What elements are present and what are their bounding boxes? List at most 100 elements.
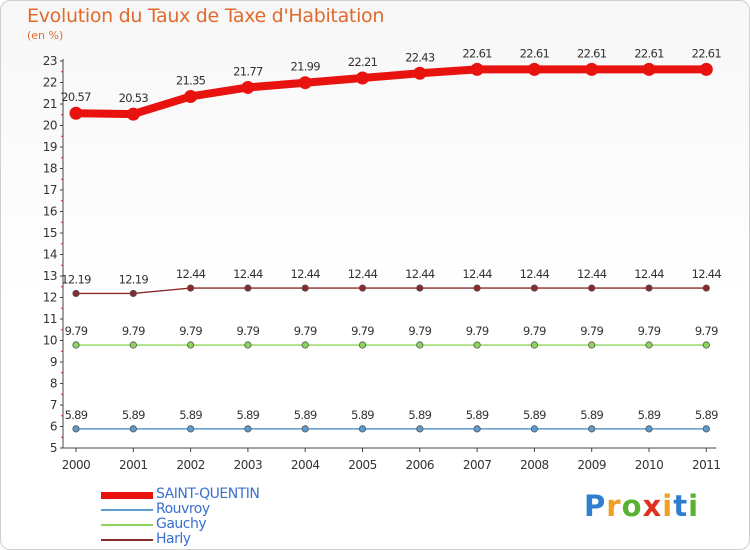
logo-letter: i [688, 489, 700, 523]
data-point [301, 341, 309, 349]
chart-legend: SAINT-QUENTIN Rouvroy Gauchy Harly [101, 486, 301, 547]
data-point [416, 341, 424, 349]
data-point [585, 62, 599, 76]
data-label: 9.79 [122, 324, 145, 338]
logo-letter: i [662, 489, 674, 523]
data-point [702, 425, 710, 433]
data-label: 12.44 [348, 267, 378, 281]
data-label: 20.53 [119, 91, 149, 105]
data-point [187, 284, 195, 292]
legend-item: Gauchy [101, 516, 301, 532]
data-label: 12.44 [290, 267, 320, 281]
data-label: 12.44 [176, 267, 206, 281]
series-line [76, 287, 707, 295]
y-tick-label: 14 [43, 248, 57, 262]
data-point [473, 284, 481, 292]
data-point [527, 62, 541, 76]
x-tick-label: 2010 [635, 458, 664, 472]
data-label: 5.89 [695, 408, 718, 422]
data-label: 5.89 [466, 408, 489, 422]
data-label: 12.44 [233, 267, 263, 281]
data-label: 22.43 [405, 50, 435, 64]
logo-letter: t [673, 489, 689, 523]
data-point [473, 425, 481, 433]
data-point [645, 284, 653, 292]
y-tick-label: 10 [43, 334, 57, 348]
data-point [588, 341, 596, 349]
data-point [298, 76, 312, 90]
data-label: 12.19 [119, 272, 149, 286]
data-point [416, 284, 424, 292]
data-point [645, 425, 653, 433]
data-label: 21.77 [233, 64, 263, 78]
data-point [184, 89, 198, 103]
data-label: 12.44 [520, 267, 550, 281]
data-label: 9.79 [179, 324, 202, 338]
data-point [588, 425, 596, 433]
data-point [129, 425, 137, 433]
data-label: 12.44 [634, 267, 664, 281]
x-tick-label: 2003 [234, 458, 263, 472]
legend-item: SAINT-QUENTIN [101, 486, 301, 502]
y-tick-label: 18 [43, 162, 57, 176]
y-tick-label: 17 [43, 183, 57, 197]
data-point [301, 284, 309, 292]
data-point [645, 341, 653, 349]
data-label: 20.57 [61, 90, 91, 104]
data-point [588, 284, 596, 292]
data-point [642, 62, 656, 76]
y-tick-label: 8 [50, 377, 57, 391]
data-point [129, 341, 137, 349]
data-label: 5.89 [523, 408, 546, 422]
data-label: 5.89 [122, 408, 145, 422]
y-tick-label: 9 [50, 355, 57, 369]
y-tick-label: 15 [43, 226, 57, 240]
y-tick-label: 23 [43, 54, 57, 68]
data-point [358, 425, 367, 433]
x-tick-label: 2004 [291, 458, 320, 472]
data-point [69, 106, 83, 120]
legend-label: Rouvroy [156, 501, 210, 517]
data-label: 12.19 [61, 272, 91, 286]
legend-swatch [101, 492, 153, 499]
data-label: 22.61 [520, 46, 550, 60]
data-label: 9.79 [65, 324, 88, 338]
logo-letter: r [606, 489, 622, 523]
logo-letter: P [584, 489, 607, 523]
x-tick-label: 2008 [520, 458, 549, 472]
legend-label: SAINT-QUENTIN [156, 486, 260, 502]
y-tick-label: 6 [50, 420, 57, 434]
data-point [129, 289, 137, 298]
y-tick-label: 21 [43, 97, 57, 111]
y-tick-label: 22 [43, 76, 57, 90]
data-label: 22.21 [348, 55, 378, 69]
data-label: 12.44 [577, 267, 607, 281]
data-label: 12.44 [462, 267, 492, 281]
data-label: 22.61 [692, 46, 722, 60]
data-label: 22.61 [462, 46, 492, 60]
x-tick-label: 2011 [692, 458, 721, 472]
data-label: 9.79 [408, 324, 431, 338]
data-label: 5.89 [408, 408, 431, 422]
data-label: 22.61 [634, 46, 664, 60]
data-point [244, 341, 252, 349]
data-label: 9.79 [695, 324, 718, 338]
data-point [358, 341, 367, 349]
data-label: 5.89 [580, 408, 603, 422]
data-label: 9.79 [236, 324, 259, 338]
data-point [241, 80, 255, 94]
data-label: 5.89 [638, 408, 661, 422]
data-label: 5.89 [236, 408, 259, 422]
data-point [530, 425, 539, 433]
x-tick-label: 2005 [348, 458, 377, 472]
data-point [358, 284, 367, 292]
line-chart: 5 6 7 8 9 10 11 12 13 14 15 16 17 18 19 20 21 22 23 2000 200… [43, 46, 722, 472]
data-point [187, 425, 195, 433]
data-label: 5.89 [351, 408, 374, 422]
logo-letter: x [642, 489, 663, 523]
data-point [72, 341, 80, 349]
data-point [356, 71, 369, 85]
data-label: 21.35 [176, 73, 206, 87]
data-point [72, 289, 80, 298]
